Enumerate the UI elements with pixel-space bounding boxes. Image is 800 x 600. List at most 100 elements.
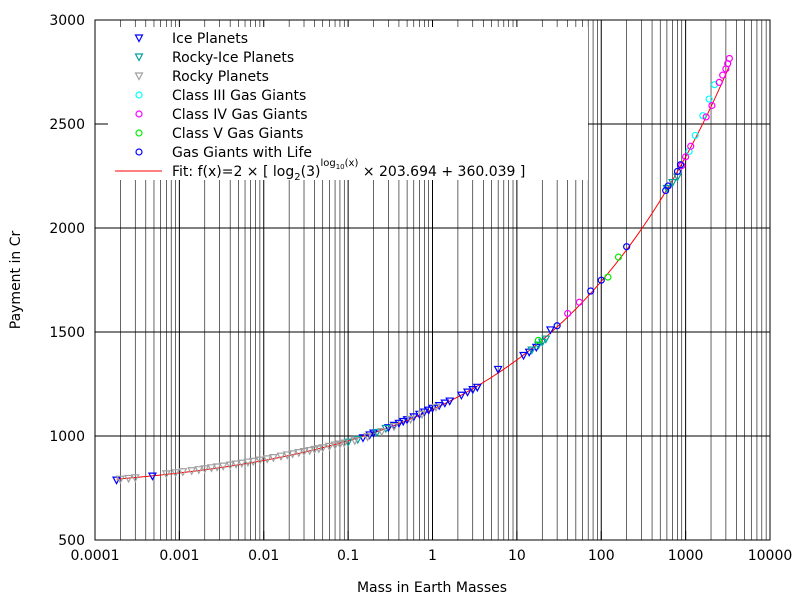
rocky-planets-point	[130, 474, 140, 483]
rocky-planets-point	[299, 448, 309, 457]
x-tick-label: 1	[428, 548, 437, 564]
legend-fit-label: Fit: f(x)=2 × [ log2(3)log10(x) × 203.69…	[172, 158, 525, 183]
rocky-planets-point	[187, 467, 197, 476]
ice-planets-point	[434, 402, 444, 411]
gas-giants-with-life-point	[664, 182, 672, 190]
ice-planets-point	[545, 326, 555, 335]
ice-planets-point	[398, 417, 408, 427]
ice-planets-point	[365, 431, 375, 440]
x-tick-label: 0.01	[248, 548, 279, 564]
ice-planets-point	[493, 365, 503, 375]
class-iii-gas-giants-point	[699, 112, 707, 120]
rocky-planets-point	[124, 474, 134, 484]
rocky-planets-point	[248, 457, 258, 467]
class-iv-gas-giants-point	[708, 101, 716, 110]
x-tick-label: 0.0001	[71, 548, 120, 564]
rocky-planets-point	[324, 442, 334, 452]
class-iii-gas-giants-point	[705, 95, 713, 103]
rocky-ice-planets-point	[353, 435, 363, 445]
rocky-planets-point	[237, 459, 247, 469]
rocky-planets-point	[225, 461, 235, 470]
rocky-planets-point	[314, 445, 324, 454]
rocky-planets-point	[178, 468, 188, 477]
gas-giants-with-life-point	[587, 287, 595, 295]
plot-border	[94, 19, 771, 541]
ice-planets-point	[383, 424, 393, 433]
tick-labels: 0.0001 0.001 0.01 0.1 1 10 100 1000 10000 500 1000…	[49, 13, 792, 564]
ice-planets-point	[440, 399, 450, 408]
x-tick-label: 10	[508, 548, 526, 564]
class-iv-gas-giants-point	[719, 71, 727, 79]
gas-giants-with-life-point	[553, 322, 561, 330]
legend-marker-ice-planets	[134, 34, 144, 43]
y-axis-label: Payment in Cr	[8, 231, 24, 330]
ice-planets-point	[456, 391, 466, 400]
legend-marker-class-iii-gas-giants	[135, 91, 143, 99]
legend-marker-class-v-gas-giants	[135, 129, 143, 137]
gas-giants-with-life-point	[673, 167, 682, 176]
x-tick-label: 10000	[748, 548, 793, 564]
class-iv-gas-giants-point	[715, 78, 723, 87]
y-tick-label: 2500	[49, 117, 85, 133]
rocky-planets-point	[115, 475, 125, 485]
x-axis-label: Mass in Earth Masses	[357, 580, 507, 596]
gas-giants-with-life-point	[597, 276, 605, 284]
rocky-planets-point	[200, 465, 210, 474]
rocky-planets-point	[339, 439, 349, 448]
legend-marker-class-iv-gas-giants	[135, 110, 143, 118]
rocky-planets-point	[231, 460, 241, 469]
class-v-gas-giants-point	[604, 273, 612, 281]
rocky-planets-point	[330, 441, 340, 450]
rocky-planets-point	[262, 455, 272, 464]
rocky-ice-planets-point	[527, 346, 537, 355]
rocky-planets-point	[255, 456, 265, 465]
legend-label-class-iii-gas-giants: Class III Gas Giants	[172, 88, 306, 104]
class-iv-gas-giants-point	[564, 309, 572, 318]
rocky-planets-point	[161, 470, 171, 479]
class-v-gas-giants-point	[614, 253, 623, 261]
ice-planets-point	[424, 406, 434, 415]
gas-giants-with-life-point	[676, 161, 685, 169]
class-iv-gas-giants-point	[575, 298, 583, 306]
class-iv-gas-giants-point	[687, 142, 695, 150]
class-v-gas-giants-point	[534, 336, 543, 344]
rocky-planets-point	[335, 440, 345, 449]
ice-planets-point	[445, 397, 455, 406]
rocky-planets-point	[350, 437, 360, 446]
legend-label-class-iv-gas-giants: Class IV Gas Giants	[172, 107, 308, 123]
x-tick-label: 0.1	[337, 548, 359, 564]
x-tick-label: 1000	[668, 548, 704, 564]
ice-planets-point	[472, 383, 482, 393]
legend-marker-rocky-ice-planets	[134, 53, 144, 62]
legend-marker-gas-giants-with-life	[135, 148, 143, 156]
y-tick-label: 2000	[49, 221, 85, 237]
rocky-planets-point	[282, 451, 292, 460]
rocky-planets-point	[431, 403, 441, 413]
rocky-planets-point	[268, 454, 278, 463]
rocky-planets-point	[377, 428, 387, 437]
y-tick-label: 3000	[49, 13, 85, 29]
legend-label-rocky-ice-planets: Rocky-Ice Planets	[172, 50, 294, 66]
ice-planets-point	[409, 413, 419, 422]
ice-planets-point	[468, 386, 478, 395]
data-points	[112, 54, 733, 485]
legend: Ice Planets Rocky-Ice Planets Rocky Planet…	[108, 27, 588, 183]
legend-label-gas-giants-with-life: Gas Giants with Life	[172, 145, 312, 161]
rocky-planets-point	[276, 452, 286, 461]
legend-label-class-v-gas-giants: Class V Gas Giants	[172, 126, 303, 142]
class-iii-gas-giants-point	[691, 131, 699, 140]
legend-marker-rocky-planets	[134, 72, 144, 81]
x-tick-label: 100	[588, 548, 615, 564]
class-iv-gas-giants-point	[678, 162, 686, 170]
ice-planets-point	[419, 408, 429, 417]
rocky-planets-point	[363, 433, 373, 442]
rocky-planets-point	[389, 423, 399, 432]
class-iv-gas-giants-point	[682, 153, 690, 161]
rocky-planets-point	[212, 463, 222, 472]
legend-background	[108, 27, 588, 180]
y-tick-label: 500	[58, 533, 85, 549]
class-iv-gas-giants-point	[725, 54, 733, 63]
rocky-ice-planets-point	[372, 428, 382, 438]
y-tick-label: 1500	[49, 325, 85, 341]
